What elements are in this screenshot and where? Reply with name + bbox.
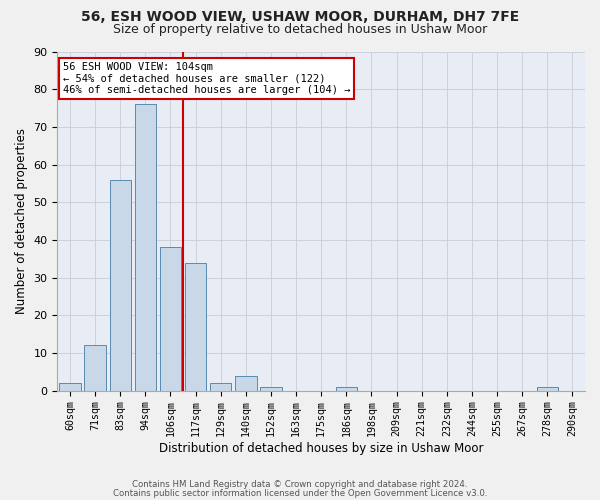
- Bar: [85, 346, 106, 391]
- Text: Size of property relative to detached houses in Ushaw Moor: Size of property relative to detached ho…: [113, 22, 487, 36]
- Bar: [110, 180, 131, 390]
- Y-axis label: Number of detached properties: Number of detached properties: [15, 128, 28, 314]
- Bar: [536, 387, 558, 390]
- Text: 56 ESH WOOD VIEW: 104sqm
← 54% of detached houses are smaller (122)
46% of semi-: 56 ESH WOOD VIEW: 104sqm ← 54% of detach…: [62, 62, 350, 95]
- Bar: [235, 376, 257, 390]
- Bar: [185, 262, 206, 390]
- Text: 56, ESH WOOD VIEW, USHAW MOOR, DURHAM, DH7 7FE: 56, ESH WOOD VIEW, USHAW MOOR, DURHAM, D…: [81, 10, 519, 24]
- Bar: [59, 383, 80, 390]
- Bar: [134, 104, 156, 391]
- Bar: [210, 383, 232, 390]
- Text: Contains HM Land Registry data © Crown copyright and database right 2024.: Contains HM Land Registry data © Crown c…: [132, 480, 468, 489]
- Bar: [160, 248, 181, 390]
- X-axis label: Distribution of detached houses by size in Ushaw Moor: Distribution of detached houses by size …: [159, 442, 484, 455]
- Text: Contains public sector information licensed under the Open Government Licence v3: Contains public sector information licen…: [113, 488, 487, 498]
- Bar: [335, 387, 357, 390]
- Bar: [260, 387, 281, 390]
